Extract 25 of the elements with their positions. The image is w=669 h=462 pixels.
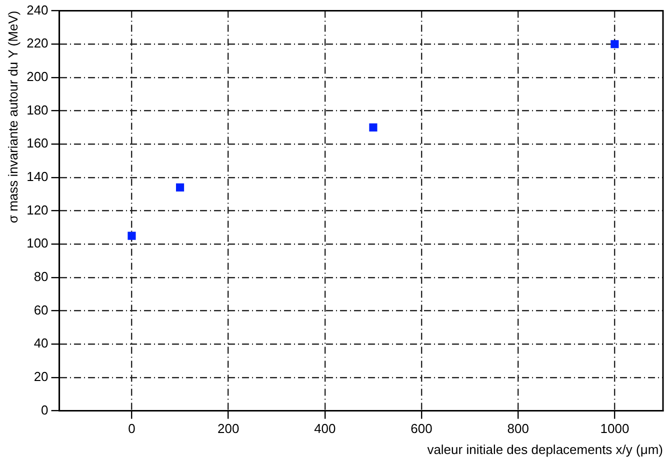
y-tick-label: 60 bbox=[34, 302, 48, 318]
y-tick-label: 180 bbox=[26, 102, 48, 118]
x-tick-label: 200 bbox=[217, 421, 240, 436]
y-tick-label: 0 bbox=[41, 402, 48, 418]
y-tick-label: 140 bbox=[26, 169, 48, 184]
y-axis-title: σ mass invariante autour du Υ (MeV) bbox=[5, 10, 20, 224]
x-tick-label: 0 bbox=[128, 421, 136, 436]
point bbox=[369, 123, 378, 132]
y-tick-label: 20 bbox=[34, 369, 48, 384]
point bbox=[176, 183, 184, 192]
x-tick-label: 600 bbox=[410, 421, 432, 436]
y-tick-label: 240 bbox=[26, 2, 48, 18]
x-tick-label: 1000 bbox=[600, 421, 630, 436]
point bbox=[128, 232, 136, 240]
y-tick-label: 80 bbox=[34, 269, 48, 284]
y-tick-label: 40 bbox=[34, 336, 48, 351]
x-tick-label: 400 bbox=[314, 421, 336, 436]
y-tick-label: 120 bbox=[26, 202, 48, 218]
y-tick-label: 100 bbox=[26, 236, 48, 251]
point bbox=[610, 40, 619, 48]
y-tick-label: 160 bbox=[26, 136, 48, 151]
y-tick-label: 220 bbox=[26, 36, 48, 51]
y-tick-label: 200 bbox=[26, 69, 48, 84]
x-tick-label: 800 bbox=[507, 421, 529, 436]
x-axis-title: valeur initiale des deplacements x/y (μm) bbox=[427, 442, 663, 457]
